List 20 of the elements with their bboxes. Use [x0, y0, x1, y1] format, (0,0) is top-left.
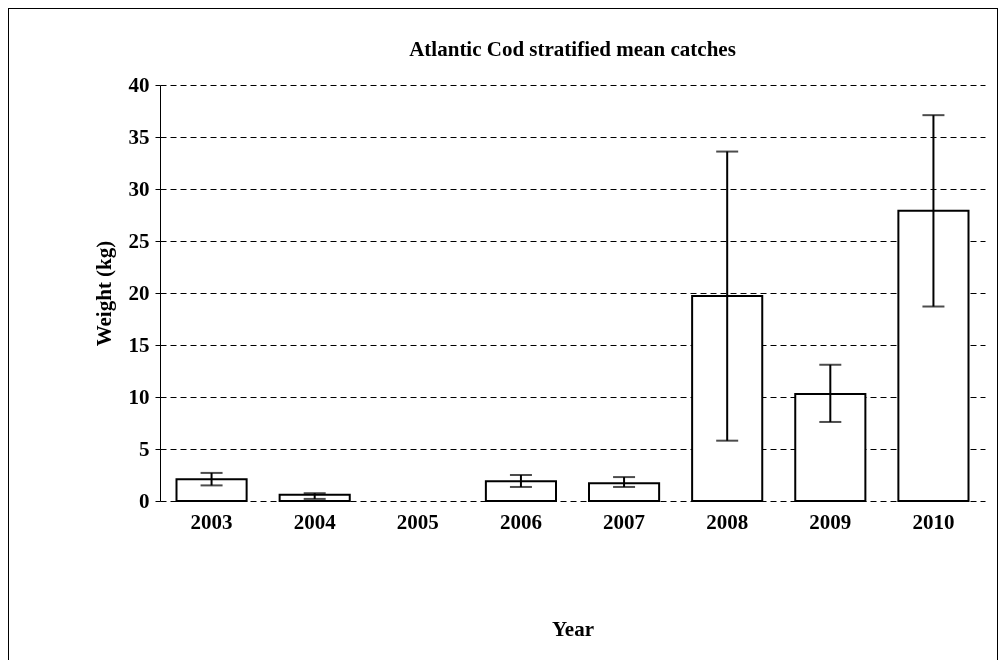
y-tick-label: 0: [139, 488, 150, 513]
x-tick-label: 2004: [293, 509, 337, 534]
y-axis-title: Weight (kg): [91, 240, 116, 347]
y-tick-label: 15: [128, 332, 150, 357]
x-tick-label: 2005: [396, 509, 439, 534]
x-tick-label: 2006: [499, 509, 542, 534]
y-tick-label: 30: [128, 176, 150, 201]
chart-title: Atlantic Cod stratified mean catches: [409, 37, 736, 61]
y-tick-label: 10: [128, 384, 150, 409]
x-tick-label: 2003: [190, 509, 233, 534]
y-tick-label: 20: [128, 280, 150, 305]
x-tick-label: 2007: [603, 509, 646, 534]
y-tick-label: 25: [128, 228, 150, 253]
x-axis-title: Year: [552, 616, 594, 641]
y-tick-label: 40: [128, 72, 150, 97]
y-tick-label: 5: [139, 436, 150, 461]
y-tick-label: 35: [128, 124, 150, 149]
x-tick-label: 2010: [912, 509, 955, 534]
x-tick-label: 2009: [809, 509, 852, 534]
x-tick-label: 2008: [706, 509, 749, 534]
